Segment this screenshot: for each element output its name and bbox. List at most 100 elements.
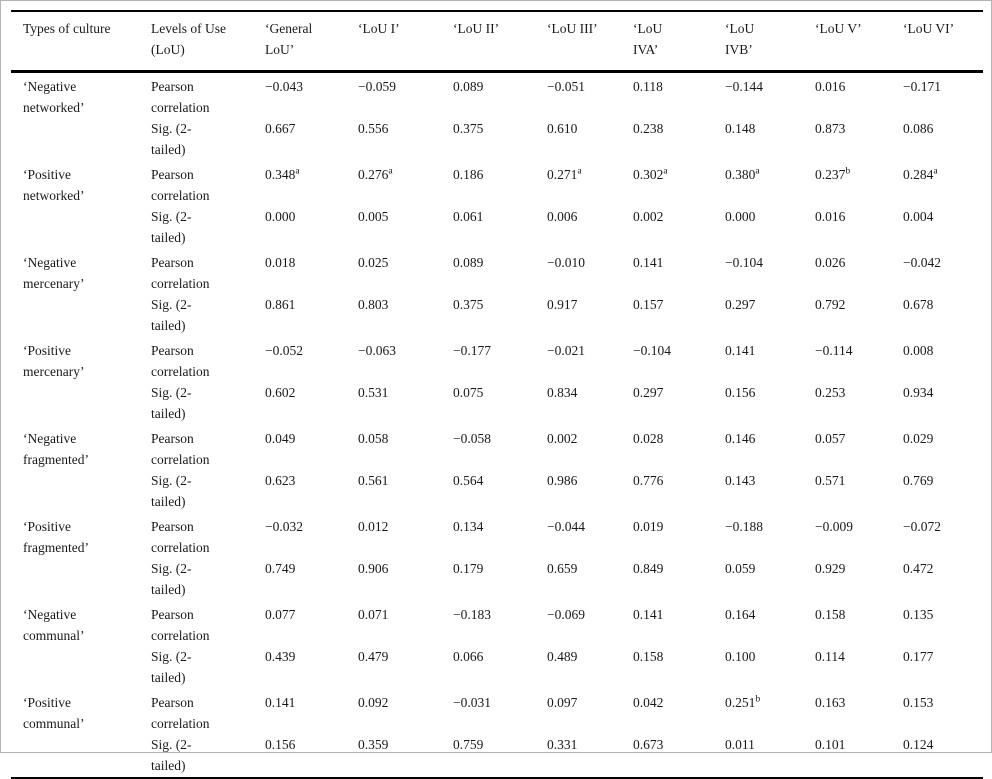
measure-label-pearson: Pearson correlation — [151, 78, 210, 115]
value-cell: −0.058 — [453, 430, 491, 446]
table-row-sig: Sig. (2- tailed) 0.156 0.359 0.759 0.331 0.67… — [11, 735, 983, 778]
value-cell: −0.042 — [903, 254, 941, 270]
table-row-pearson: ‘Positive communal’ Pearson correlation 0.… — [11, 689, 983, 735]
value-cell: 0.135 — [903, 606, 934, 622]
column-header-general-lou: ‘General LoU’ — [265, 11, 358, 73]
measure-label-sig: Sig. (2- tailed) — [151, 384, 192, 421]
table-row-pearson: ‘Negative fragmented’ Pearson correlation… — [11, 425, 983, 471]
value-cell: 0.564 — [453, 472, 484, 488]
value-cell: 0.251b — [725, 693, 761, 710]
significance-superscript: a — [663, 165, 668, 177]
value-cell: 0.059 — [725, 560, 756, 576]
value-cell: −0.144 — [725, 78, 763, 94]
value-cell: −0.183 — [453, 606, 491, 622]
value-cell: 0.143 — [725, 472, 756, 488]
value-cell: −0.031 — [453, 694, 491, 710]
significance-superscript: a — [295, 165, 300, 177]
value-cell: 0.237b — [815, 165, 851, 182]
table-row-pearson: ‘Positive mercenary’ Pearson correlation −… — [11, 337, 983, 383]
value-cell: 0.769 — [903, 472, 934, 488]
value-cell: 0.114 — [815, 648, 845, 664]
value-cell: 0.792 — [815, 296, 846, 312]
table-row-sig: Sig. (2- tailed) 0.439 0.479 0.066 0.489 0.15… — [11, 647, 983, 689]
table-body: ‘Negative networked’ Pearson correlation −… — [11, 71, 983, 778]
value-cell: −0.114 — [815, 342, 853, 358]
value-cell: 0.016 — [815, 78, 846, 94]
value-cell: 0.077 — [265, 606, 296, 622]
column-header-lou-vi: ‘LoU VI’ — [903, 11, 983, 73]
correlation-table: Types of culture Levels of Use (LoU) ‘Gene… — [11, 10, 983, 779]
value-cell: 0.042 — [633, 694, 664, 710]
value-cell: −0.072 — [903, 518, 941, 534]
culture-type-label: ‘Negative networked’ — [23, 78, 85, 115]
significance-superscript: a — [755, 165, 760, 177]
value-cell: 0.776 — [633, 472, 664, 488]
column-header-types-of-culture: Types of culture — [11, 11, 151, 73]
culture-type-label: ‘Positive fragmented’ — [23, 518, 89, 555]
value-cell: −0.171 — [903, 78, 941, 94]
value-cell: 0.179 — [453, 560, 484, 576]
culture-type-label: ‘Positive communal’ — [23, 694, 85, 731]
measure-label-sig: Sig. (2- tailed) — [151, 560, 192, 597]
table-row-pearson: ‘Negative communal’ Pearson correlation 0.… — [11, 601, 983, 647]
value-cell: −0.032 — [265, 518, 303, 534]
value-cell: 0.472 — [903, 560, 934, 576]
value-cell: 0.186 — [453, 166, 484, 182]
value-cell: 0.238 — [633, 120, 664, 136]
value-cell: 0.101 — [815, 736, 846, 752]
value-cell: 0.834 — [547, 384, 578, 400]
value-cell: 0.002 — [633, 208, 664, 224]
value-cell: 0.071 — [358, 606, 389, 622]
measure-label-pearson: Pearson correlation — [151, 430, 210, 467]
value-cell: 0.158 — [633, 648, 664, 664]
value-cell: 0.556 — [358, 120, 389, 136]
significance-superscript: a — [388, 165, 393, 177]
value-cell: 0.331 — [547, 736, 578, 752]
value-cell: −0.177 — [453, 342, 491, 358]
value-cell: −0.059 — [358, 78, 396, 94]
table-row-pearson: ‘Positive networked’ Pearson correlation 0… — [11, 161, 983, 207]
value-cell: 0.004 — [903, 208, 934, 224]
value-cell: 0.610 — [547, 120, 578, 136]
value-cell: 0.177 — [903, 648, 934, 664]
value-cell: 0.934 — [903, 384, 934, 400]
value-cell: 0.667 — [265, 120, 296, 136]
value-cell: 0.803 — [358, 296, 389, 312]
table-row-pearson: ‘Positive fragmented’ Pearson correlation… — [11, 513, 983, 559]
value-cell: 0.066 — [453, 648, 484, 664]
value-cell: −0.044 — [547, 518, 585, 534]
value-cell: 0.058 — [358, 430, 389, 446]
significance-superscript: b — [755, 693, 761, 705]
value-cell: 0.297 — [633, 384, 664, 400]
value-cell: 0.375 — [453, 296, 484, 312]
value-cell: 0.008 — [903, 342, 934, 358]
value-cell: 0.089 — [453, 78, 484, 94]
value-cell: 0.439 — [265, 648, 296, 664]
value-cell: 0.561 — [358, 472, 389, 488]
value-cell: 0.134 — [453, 518, 484, 534]
table-row-sig: Sig. (2- tailed) 0.602 0.531 0.075 0.834 0.29… — [11, 383, 983, 425]
value-cell: −0.043 — [265, 78, 303, 94]
value-cell: 0.049 — [265, 430, 296, 446]
value-cell: 0.025 — [358, 254, 389, 270]
value-cell: 0.029 — [903, 430, 934, 446]
correlation-table-container: Types of culture Levels of Use (LoU) ‘Gene… — [11, 10, 983, 779]
value-cell: 0.016 — [815, 208, 846, 224]
value-cell: 0.284a — [903, 165, 938, 182]
value-cell: −0.069 — [547, 606, 585, 622]
value-cell: −0.104 — [725, 254, 763, 270]
value-cell: −0.009 — [815, 518, 853, 534]
measure-label-sig: Sig. (2- tailed) — [151, 296, 192, 333]
value-cell: 0.089 — [453, 254, 484, 270]
culture-type-label: ‘Negative communal’ — [23, 606, 85, 643]
value-cell: 0.148 — [725, 120, 756, 136]
value-cell: 0.157 — [633, 296, 664, 312]
value-cell: −0.021 — [547, 342, 585, 358]
value-cell: 0.097 — [547, 694, 578, 710]
column-header-lou-iva: ‘LoU IVA’ — [633, 11, 725, 73]
value-cell: 0.531 — [358, 384, 389, 400]
value-cell: 0.018 — [265, 254, 296, 270]
measure-label-pearson: Pearson correlation — [151, 342, 210, 379]
value-cell: 0.141 — [725, 342, 756, 358]
culture-type-label: ‘Negative fragmented’ — [23, 430, 89, 467]
